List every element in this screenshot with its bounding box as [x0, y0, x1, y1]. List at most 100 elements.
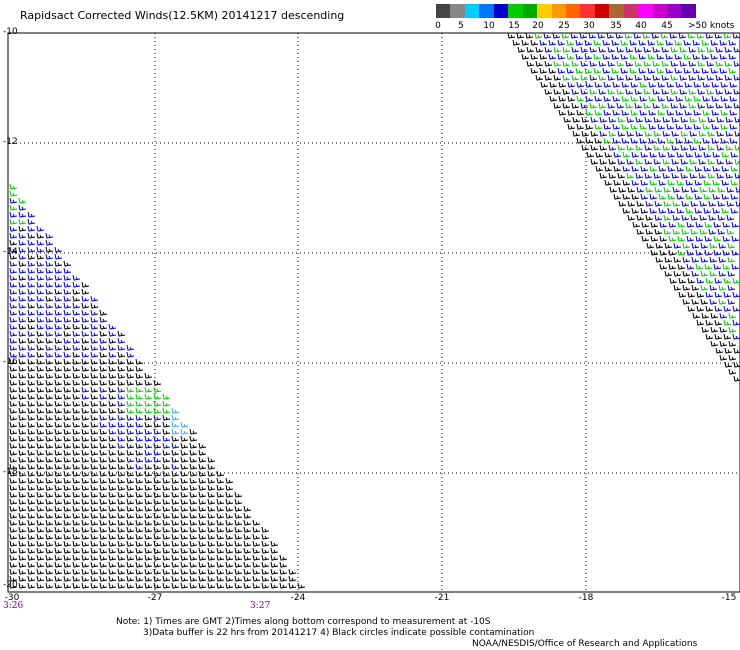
wind-barb: [72, 449, 81, 456]
legend-swatch: [594, 4, 610, 18]
wind-barb: [626, 172, 635, 179]
wind-barb: [90, 470, 99, 477]
wind-barb: [279, 575, 288, 582]
wind-barb: [99, 561, 108, 568]
wind-barb: [714, 333, 723, 340]
wind-barb: [557, 39, 566, 46]
wind-barb: [225, 505, 234, 512]
wind-barb: [616, 88, 625, 95]
wind-barb: [626, 130, 635, 137]
wind-barb: [99, 344, 108, 351]
wind-barb: [63, 568, 72, 575]
wind-barb: [216, 561, 225, 568]
wind-barb: [81, 295, 90, 302]
wind-barb: [707, 144, 716, 151]
wind-barb: [626, 116, 635, 123]
wind-barb: [117, 505, 126, 512]
wind-barb: [45, 337, 54, 344]
wind-barb: [189, 498, 198, 505]
wind-barb: [548, 67, 557, 74]
wind-barb: [719, 312, 728, 319]
wind-barb: [54, 302, 63, 309]
wind-barb: [589, 88, 598, 95]
wind-barb: [126, 498, 135, 505]
wind-barb: [9, 323, 18, 330]
wind-barb: [45, 421, 54, 428]
wind-barb: [72, 547, 81, 554]
wind-barb: [679, 60, 688, 67]
wind-barb: [135, 414, 144, 421]
wind-barb: [171, 477, 180, 484]
wind-barb: [63, 379, 72, 386]
wind-barb: [667, 151, 676, 158]
wind-barb: [567, 81, 576, 88]
wind-barb: [730, 165, 739, 172]
wind-barb: [643, 102, 652, 109]
wind-barb: [676, 165, 685, 172]
wind-barb: [36, 470, 45, 477]
wind-barb: [644, 172, 653, 179]
wind-barb: [9, 288, 18, 295]
wind-barb: [643, 60, 652, 67]
wind-barb: [63, 323, 72, 330]
wind-barb: [9, 337, 18, 344]
wind-barb: [54, 575, 63, 582]
wind-barb: [639, 123, 648, 130]
wind-barb: [649, 179, 658, 186]
legend-swatch: [537, 4, 552, 18]
wind-barb: [663, 186, 672, 193]
wind-barb: [549, 81, 558, 88]
wind-barb: [117, 547, 126, 554]
wind-barb: [171, 414, 180, 421]
wind-barb: [9, 281, 18, 288]
wind-barb: [698, 158, 707, 165]
wind-barb: [728, 340, 737, 347]
wind-barb: [162, 393, 171, 400]
wind-barb: [144, 379, 153, 386]
wind-barb: [45, 400, 54, 407]
wind-barb: [180, 582, 189, 589]
wind-barb: [727, 242, 736, 249]
wind-barb: [616, 46, 625, 53]
wind-barb: [63, 386, 72, 393]
wind-barb: [180, 428, 189, 435]
wind-barb: [618, 200, 627, 207]
wind-barb: [81, 540, 90, 547]
wind-barb: [635, 144, 644, 151]
wind-barb: [180, 575, 189, 582]
wind-barb: [692, 53, 701, 60]
x-label-21: -21: [434, 593, 450, 603]
wind-barb: [607, 46, 616, 53]
wind-barb: [9, 316, 18, 323]
wind-barb: [598, 88, 607, 95]
wind-barb: [656, 39, 665, 46]
wind-barb: [711, 137, 720, 144]
wind-barb: [621, 137, 630, 144]
wind-barb: [126, 379, 135, 386]
wind-barb: [54, 582, 63, 589]
wind-barb: [243, 526, 252, 533]
wind-barb: [679, 88, 688, 95]
time-label-1: 3:26: [3, 601, 24, 611]
legend-swatch: [609, 4, 624, 18]
wind-barb: [126, 561, 135, 568]
wind-barb: [638, 53, 647, 60]
wind-barb: [639, 81, 648, 88]
wind-barb: [721, 179, 730, 186]
wind-barb: [63, 582, 72, 589]
wind-barb: [18, 239, 27, 246]
wind-barb: [676, 193, 685, 200]
wind-barb: [716, 144, 725, 151]
wind-barb: [243, 582, 252, 589]
wind-barb: [180, 442, 189, 449]
wind-barb: [18, 344, 27, 351]
wind-barb: [63, 484, 72, 491]
wind-barb: [126, 540, 135, 547]
wind-barb: [72, 484, 81, 491]
wind-barb: [661, 46, 670, 53]
wind-barb: [735, 186, 740, 193]
wind-barb: [117, 575, 126, 582]
wind-barb: [685, 151, 694, 158]
legend-swatch: [652, 4, 667, 18]
